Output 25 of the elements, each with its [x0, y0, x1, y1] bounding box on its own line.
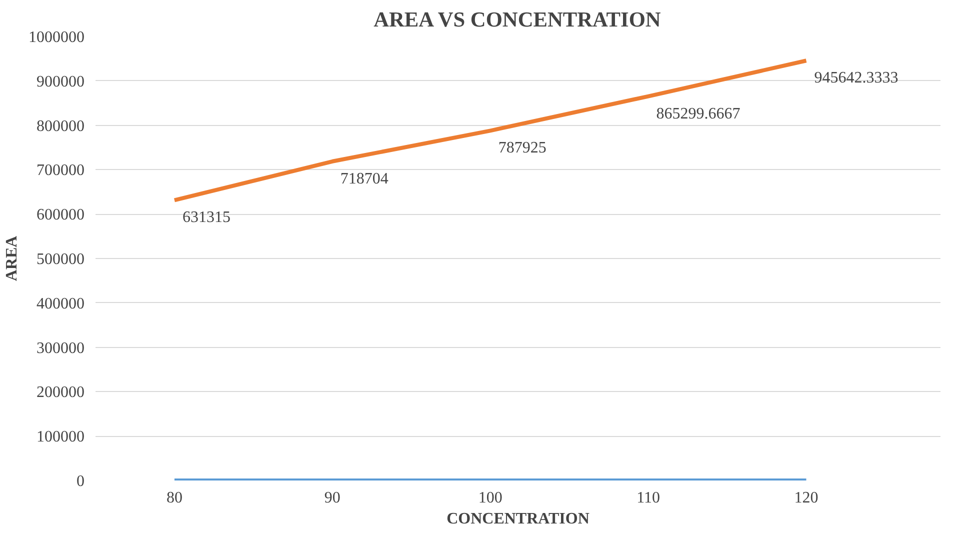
- x-tick-label: 100: [478, 490, 502, 506]
- y-tick-label: 300000: [36, 340, 84, 357]
- data-label: 787925: [498, 140, 546, 157]
- y-tick-label: 700000: [36, 162, 84, 180]
- x-tick-label: 80: [166, 490, 182, 506]
- x-tick-label: 110: [636, 490, 660, 506]
- chart-title: AREA VS CONCENTRATION: [374, 8, 662, 32]
- data-label: 865299.6667: [656, 105, 740, 122]
- y-tick-label: 1000000: [28, 29, 84, 46]
- data-label: 945642.3333: [814, 70, 898, 87]
- y-axis-title: AREA: [4, 235, 20, 282]
- x-tick-label: 90: [324, 490, 340, 506]
- y-tick-label: 100000: [36, 428, 84, 446]
- y-tick-label: 0: [76, 473, 84, 490]
- y-tick-label: 600000: [36, 206, 84, 224]
- line-series: [172, 58, 808, 202]
- y-tick-label: 400000: [36, 295, 84, 312]
- data-label: 631315: [182, 209, 230, 226]
- x-axis-title: CONCENTRATION: [446, 510, 590, 528]
- y-tick-label: 200000: [36, 384, 84, 402]
- x-tick-label: 120: [794, 490, 818, 506]
- data-label: 718704: [340, 170, 388, 188]
- y-tick-label: 900000: [36, 73, 84, 90]
- y-tick-label: 800000: [36, 118, 84, 135]
- y-tick-label: 500000: [36, 251, 84, 268]
